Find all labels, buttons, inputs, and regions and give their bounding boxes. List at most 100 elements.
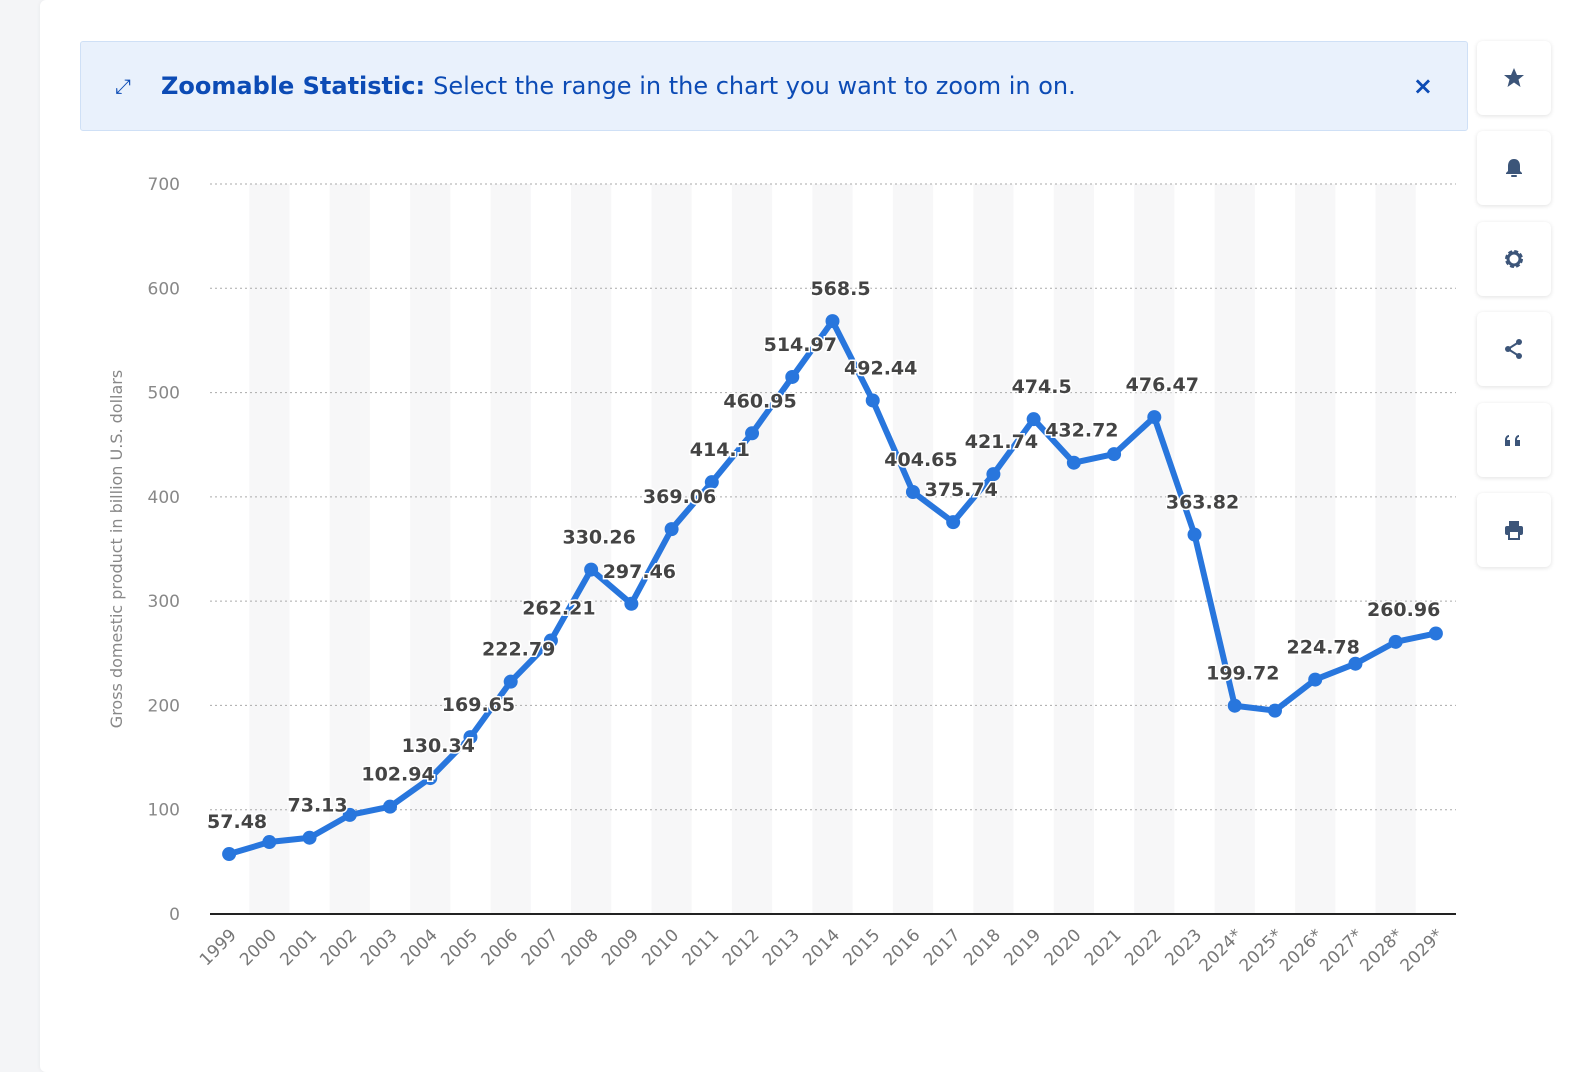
data-label: 421.74	[965, 431, 1038, 453]
data-label: 474.5	[1012, 376, 1072, 398]
data-point	[986, 467, 1001, 482]
x-tick-label: 2016	[880, 925, 925, 970]
data-point	[624, 596, 639, 611]
gear-icon	[1505, 250, 1523, 268]
data-point	[503, 674, 518, 689]
x-tick-label: 2029*	[1397, 925, 1448, 976]
data-point	[1428, 626, 1443, 641]
expand-icon: ⤢	[115, 74, 131, 98]
data-label: 130.34	[402, 735, 475, 757]
x-tick-label: 2024*	[1196, 925, 1247, 976]
data-label: 514.97	[764, 334, 837, 356]
data-point	[1187, 527, 1202, 542]
data-point	[1066, 455, 1081, 470]
data-label: 222.79	[482, 639, 555, 661]
column-band	[1214, 184, 1255, 914]
column-band	[1053, 184, 1094, 914]
x-tick-label: 2025*	[1236, 925, 1287, 976]
x-tick-label: 2006	[477, 925, 522, 970]
data-label: 102.94	[361, 764, 434, 786]
data-point	[865, 393, 880, 408]
data-label: 432.72	[1045, 420, 1118, 442]
x-tick-label: 2020	[1041, 925, 1086, 970]
data-label: 260.96	[1367, 599, 1440, 621]
x-tick-label: 2004	[397, 925, 442, 970]
x-tick-label: 2022	[1121, 925, 1166, 970]
column-band	[1375, 184, 1416, 914]
favorite-button[interactable]	[1477, 41, 1551, 115]
data-point	[905, 485, 920, 500]
x-tick-label: 2000	[236, 925, 281, 970]
x-tick-label: 2017	[920, 925, 965, 970]
data-point	[342, 807, 357, 822]
data-point	[1147, 410, 1162, 425]
share-button[interactable]	[1477, 312, 1551, 386]
data-point	[262, 835, 277, 850]
x-tick-label: 2007	[518, 925, 563, 970]
data-point	[1107, 447, 1122, 462]
cite-button[interactable]	[1477, 403, 1551, 477]
y-tick-label: 100	[148, 801, 180, 821]
y-tick-label: 500	[148, 384, 180, 404]
y-tick-label: 0	[169, 905, 180, 925]
x-tick-label: 2019	[1000, 925, 1045, 970]
data-point	[745, 426, 760, 441]
y-tick-label: 700	[148, 175, 180, 195]
star-icon	[1504, 68, 1524, 87]
y-axis-title: Gross domestic product in billion U.S. d…	[107, 370, 126, 728]
x-tick-label: 2027*	[1316, 925, 1367, 976]
column-band	[329, 184, 370, 914]
y-tick-label: 600	[148, 279, 180, 299]
data-point	[946, 515, 961, 530]
data-point	[704, 475, 719, 490]
data-label: 262.21	[522, 598, 595, 620]
data-label: 414.1	[690, 439, 750, 461]
data-point	[1267, 703, 1282, 718]
x-tick-label: 2009	[598, 925, 643, 970]
y-tick-label: 300	[148, 592, 180, 612]
x-tick-label: 2002	[317, 925, 362, 970]
data-label: 492.44	[844, 357, 917, 379]
data-point	[1227, 698, 1242, 713]
x-tick-label: 2021	[1081, 925, 1126, 970]
data-point	[222, 847, 237, 862]
data-point	[664, 522, 679, 537]
x-tick-label: 2003	[357, 925, 402, 970]
y-tick-label: 200	[148, 696, 180, 716]
x-tick-label: 2028*	[1356, 925, 1407, 976]
data-point	[785, 369, 800, 384]
data-point	[423, 771, 438, 786]
data-label: 297.46	[603, 561, 676, 583]
x-tick-label: 2005	[437, 925, 482, 970]
close-banner-button[interactable]: ×	[1412, 72, 1433, 100]
data-label: 330.26	[562, 527, 635, 549]
banner-text: Select the range in the chart you want t…	[433, 72, 1076, 100]
x-tick-label: 2008	[558, 925, 603, 970]
x-tick-label: 2011	[679, 925, 724, 970]
column-band	[731, 184, 773, 914]
banner-title: Zoomable Statistic:	[161, 72, 426, 100]
settings-button[interactable]	[1477, 222, 1551, 296]
data-label: 57.48	[207, 811, 267, 833]
print-button[interactable]	[1477, 493, 1551, 567]
bell-icon	[1506, 159, 1522, 177]
data-point	[1348, 656, 1363, 671]
x-tick-label: 2012	[719, 925, 764, 970]
data-point	[543, 633, 558, 648]
data-point	[1388, 634, 1403, 649]
data-label: 568.5	[810, 278, 870, 300]
column-band	[973, 184, 1014, 914]
zoom-info-banner: ⤢ Zoomable Statistic: Select the range i…	[80, 41, 1468, 131]
data-label: 460.95	[723, 390, 796, 412]
column-band	[1134, 184, 1175, 914]
x-tick-label: 2014	[799, 925, 844, 970]
x-tick-label: 2001	[276, 925, 321, 970]
notification-button[interactable]	[1477, 131, 1551, 205]
column-band	[1295, 184, 1336, 914]
x-tick-label: 2026*	[1276, 925, 1327, 976]
quote-icon	[1505, 435, 1520, 446]
x-tick-label: 2010	[638, 925, 683, 970]
data-point	[1026, 412, 1041, 427]
